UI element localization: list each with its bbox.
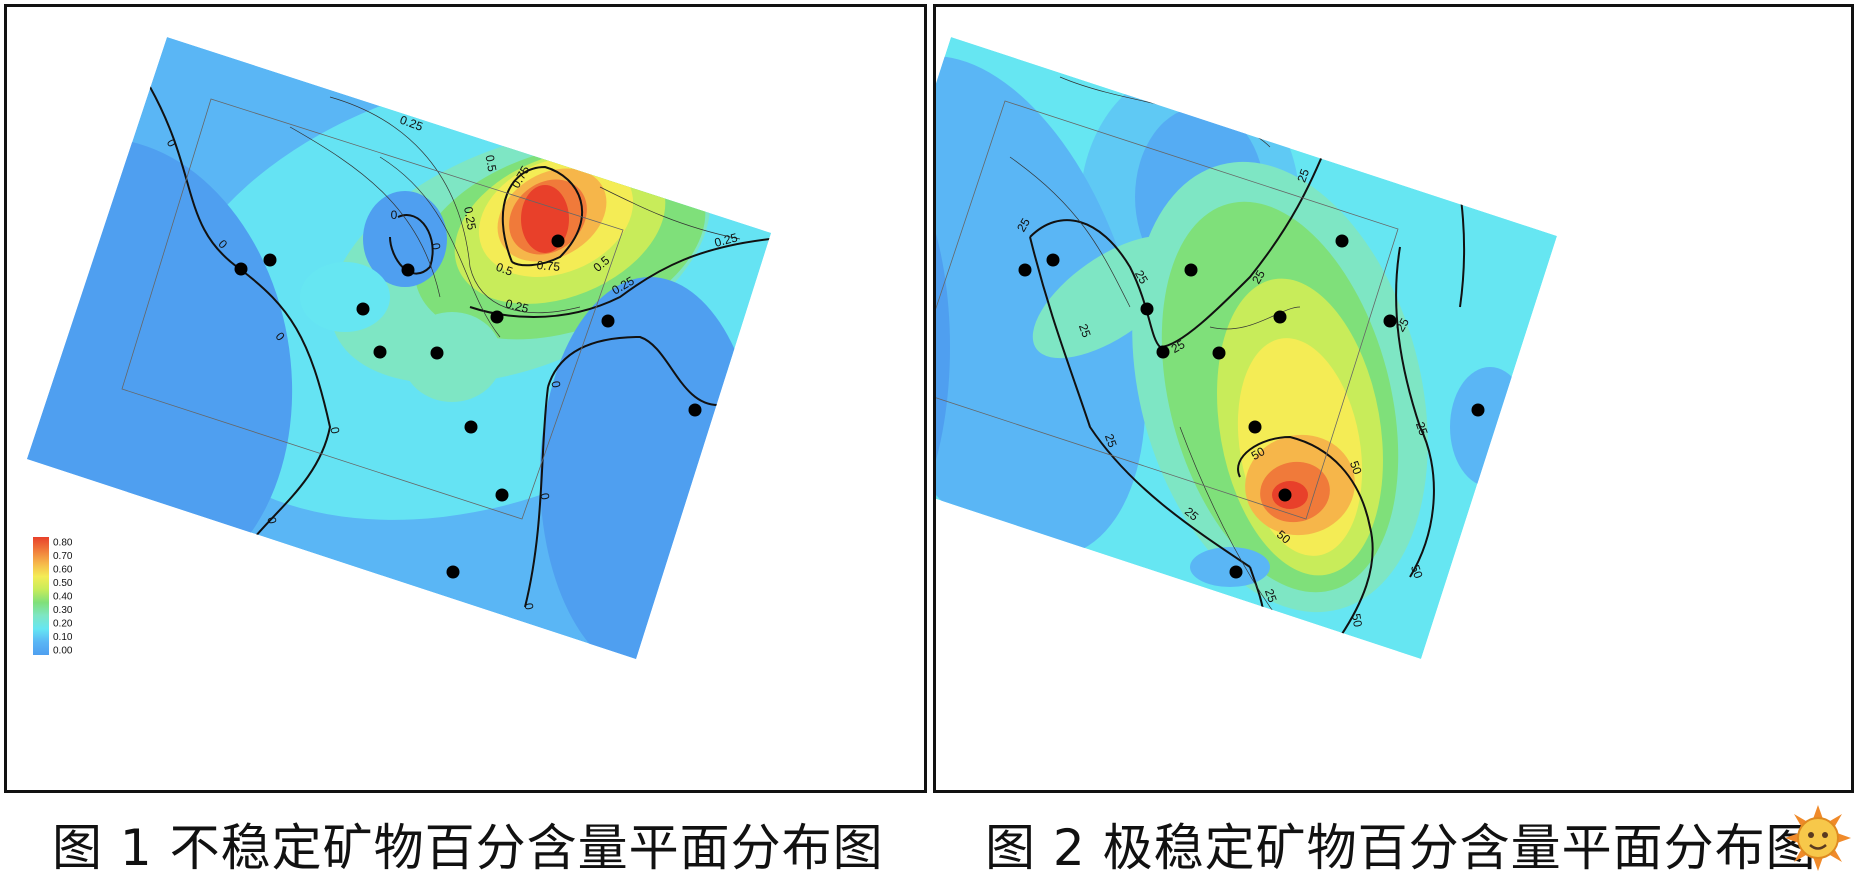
sample-point — [234, 262, 248, 276]
sample-point — [1046, 253, 1060, 267]
contour-label: 50 — [1249, 444, 1268, 463]
contour-label: 0.5 — [483, 154, 500, 173]
sample-point — [1383, 314, 1397, 328]
contour-label: 0 — [521, 602, 536, 611]
sample-point — [373, 345, 387, 359]
contour-label: 0.75 — [536, 258, 561, 274]
sample-point — [688, 403, 702, 417]
contour-line — [501, 165, 584, 267]
colorbar-tick-label: 0.70 — [53, 551, 73, 562]
contour-line-minor — [1009, 156, 1131, 308]
contour-label: 25 — [1132, 268, 1151, 287]
contour-map-panel-2: 2525252525252525252525505050505060.0050.… — [933, 4, 1854, 793]
contour-line-minor — [379, 156, 501, 338]
contour-label: 0 — [537, 492, 552, 501]
sample-point — [1229, 565, 1243, 579]
contour-line — [547, 335, 721, 407]
contour-label: 25 — [1076, 322, 1094, 340]
contour-label: 0.25 — [461, 206, 479, 232]
contour-line — [1395, 246, 1435, 578]
contour-line — [469, 238, 771, 318]
sample-point — [1471, 403, 1485, 417]
figure-caption-1: 图 1 不稳定矿物百分含量平面分布图 — [52, 819, 884, 877]
contour-line-minor — [329, 96, 581, 314]
sample-point — [490, 310, 504, 324]
contour-label: 0.25 — [504, 296, 530, 316]
contour-label: 0 — [264, 516, 279, 525]
contour-line — [149, 86, 332, 538]
contour-line — [1029, 236, 1251, 568]
colorbar-tick-label: 0.00 — [53, 646, 73, 657]
colorbar-tick-label: 0.60 — [53, 565, 73, 576]
sun-face-icon — [1785, 805, 1851, 871]
sample-point — [601, 314, 615, 328]
sample-point — [1156, 345, 1170, 359]
contour-label: 0 — [391, 208, 398, 222]
sample-point — [1184, 263, 1198, 277]
contour-label: 0.25 — [713, 230, 739, 250]
colorbar-tick-label: 0.80 — [53, 538, 73, 549]
sample-point — [356, 302, 370, 316]
contour-label: 25 — [1102, 432, 1120, 450]
contour-label: 50 — [1347, 459, 1365, 477]
contour-band — [1190, 547, 1270, 587]
colorbar-tick-label: 0.30 — [53, 605, 73, 616]
contour-label: 25 — [1262, 587, 1280, 605]
sample-point — [464, 420, 478, 434]
contour-line-minor — [599, 186, 741, 240]
contour-fill-group — [936, 37, 1557, 659]
contour-line — [389, 214, 434, 275]
contour-label: 50 — [1408, 563, 1426, 581]
contour-band — [363, 191, 447, 287]
figure-caption-2: 图 2 极稳定矿物百分含量平面分布图 — [985, 819, 1817, 877]
contour-label: 0 — [548, 380, 563, 389]
contour-label: 25 — [1169, 337, 1188, 356]
contour-line — [1237, 435, 1374, 638]
contour-label: 0 — [428, 242, 443, 251]
sample-point — [495, 488, 509, 502]
contour-line — [524, 386, 549, 608]
sample-point — [1335, 234, 1349, 248]
sample-point — [1212, 346, 1226, 360]
contour-line-minor — [289, 126, 441, 298]
colorbar-tick-label: 0.40 — [53, 592, 73, 603]
sample-point — [1140, 302, 1154, 316]
sample-point — [1248, 420, 1262, 434]
sample-point — [430, 346, 444, 360]
contour-label: 25 — [1294, 167, 1312, 185]
contour-label: 25 — [1393, 315, 1412, 334]
contour-line-minor — [1209, 306, 1301, 330]
contour-band — [540, 277, 760, 659]
contour-label: 0.5 — [494, 260, 515, 279]
contour-map-panel-1: 0 0 0 0 0 0 0 0 0 0 0.25 0.25 0.25 0.25 0.25 0.5 0.5 0.5 0… — [4, 4, 927, 793]
contour-label: 25 — [1413, 420, 1431, 438]
contour-band — [1450, 367, 1530, 487]
survey-area-outline — [936, 100, 1399, 520]
contour-label: 25 — [1249, 267, 1268, 286]
sample-point — [551, 234, 565, 248]
contour-band — [402, 312, 502, 402]
survey-area-outline — [121, 98, 624, 520]
contour-fill-group — [27, 37, 771, 659]
contour-label: 50 — [1349, 613, 1365, 629]
contour-band — [936, 55, 1146, 559]
colorbar — [33, 537, 49, 655]
sample-point — [263, 253, 277, 267]
sample-point — [1273, 310, 1287, 324]
colorbar-tick-label: 0.20 — [53, 619, 73, 630]
contour-map-2: 2525252525252525252525505050505060.0050.… — [936, 37, 1557, 659]
colorbar-tick-label: 0.10 — [53, 632, 73, 643]
sample-point — [446, 565, 460, 579]
contour-label: 25 — [1014, 215, 1033, 234]
sample-point — [1018, 263, 1032, 277]
sample-point — [401, 263, 415, 277]
colorbar-tick-label: 0.50 — [53, 578, 73, 589]
contour-band — [300, 262, 390, 332]
sample-point — [1278, 488, 1292, 502]
contour-label: 0 — [327, 426, 342, 435]
